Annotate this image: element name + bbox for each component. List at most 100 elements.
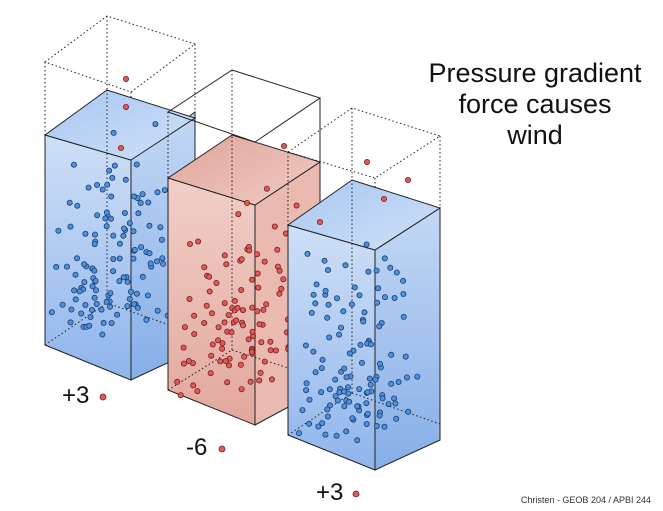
title-line-2: force causes xyxy=(458,89,612,119)
particle xyxy=(221,319,228,326)
particle xyxy=(372,376,379,383)
particle xyxy=(139,273,146,280)
particle xyxy=(111,162,118,169)
particle xyxy=(263,185,270,192)
particle xyxy=(346,398,353,405)
particle xyxy=(295,430,302,437)
particle xyxy=(373,267,380,274)
particle xyxy=(257,369,264,376)
particle xyxy=(247,378,254,385)
particle xyxy=(322,431,329,438)
particle xyxy=(276,267,283,274)
particle xyxy=(133,161,140,168)
particle xyxy=(93,300,100,307)
particle xyxy=(363,158,370,165)
particle xyxy=(223,261,230,268)
particle xyxy=(405,408,412,415)
particle xyxy=(341,388,348,395)
particle xyxy=(324,314,331,321)
particle xyxy=(81,261,88,268)
particle xyxy=(108,320,115,327)
particle xyxy=(154,189,161,196)
particle xyxy=(94,212,101,219)
particle xyxy=(221,252,228,259)
particle xyxy=(304,250,311,257)
particle xyxy=(381,255,388,262)
particle xyxy=(365,268,372,275)
particle xyxy=(312,300,319,307)
particle xyxy=(153,258,160,265)
particle xyxy=(241,353,248,360)
particle xyxy=(254,270,261,277)
particle xyxy=(191,330,198,337)
particle xyxy=(245,336,252,343)
particle xyxy=(276,290,283,297)
particle xyxy=(326,334,333,341)
particle xyxy=(348,301,355,308)
left-marker-dot xyxy=(99,393,107,401)
particle xyxy=(361,309,368,316)
particle xyxy=(126,220,133,227)
particle xyxy=(91,241,98,248)
particle xyxy=(104,181,111,188)
particle xyxy=(235,211,242,218)
particle xyxy=(402,353,409,360)
particle xyxy=(343,428,350,435)
particle xyxy=(123,104,130,111)
particle xyxy=(120,274,127,281)
particle xyxy=(201,319,208,326)
particle xyxy=(116,278,123,285)
particle xyxy=(217,358,224,365)
particle xyxy=(318,365,325,372)
particle xyxy=(48,309,55,316)
particle xyxy=(336,331,343,338)
particle xyxy=(302,342,309,349)
particle xyxy=(392,400,399,407)
particle xyxy=(91,294,98,301)
particle xyxy=(360,318,367,325)
particle xyxy=(221,300,228,307)
particle xyxy=(121,225,128,232)
title-line-1: Pressure gradient xyxy=(428,58,642,88)
right-column-label: +3 xyxy=(316,479,344,506)
particle xyxy=(327,402,334,409)
particle xyxy=(346,350,353,357)
particle xyxy=(71,287,78,294)
particle xyxy=(131,301,138,308)
right-column-particles xyxy=(295,241,421,444)
particle xyxy=(214,337,221,344)
particle xyxy=(231,297,238,304)
particle xyxy=(219,340,226,347)
particle xyxy=(138,244,145,251)
particle xyxy=(143,316,150,323)
particle xyxy=(268,376,275,383)
particle xyxy=(108,215,115,222)
particle xyxy=(159,255,166,262)
particle xyxy=(246,247,253,254)
particle xyxy=(130,193,137,200)
particle xyxy=(375,285,382,292)
particle xyxy=(351,284,358,291)
particle xyxy=(261,358,268,365)
particle xyxy=(324,266,331,273)
particle xyxy=(263,301,270,308)
particle xyxy=(388,380,395,387)
particle xyxy=(249,328,256,335)
particle xyxy=(215,324,222,331)
particle xyxy=(55,227,62,234)
particle xyxy=(110,268,117,275)
left-column-particles xyxy=(48,121,178,338)
particle xyxy=(303,380,310,387)
particle xyxy=(256,377,263,384)
particle xyxy=(195,238,202,245)
particle xyxy=(261,258,268,265)
particle xyxy=(366,375,373,382)
particle xyxy=(356,292,363,299)
particle xyxy=(313,281,320,288)
particle xyxy=(67,319,74,326)
particle xyxy=(59,301,66,308)
particle xyxy=(234,304,241,311)
particle xyxy=(363,241,370,248)
particle xyxy=(237,361,244,368)
